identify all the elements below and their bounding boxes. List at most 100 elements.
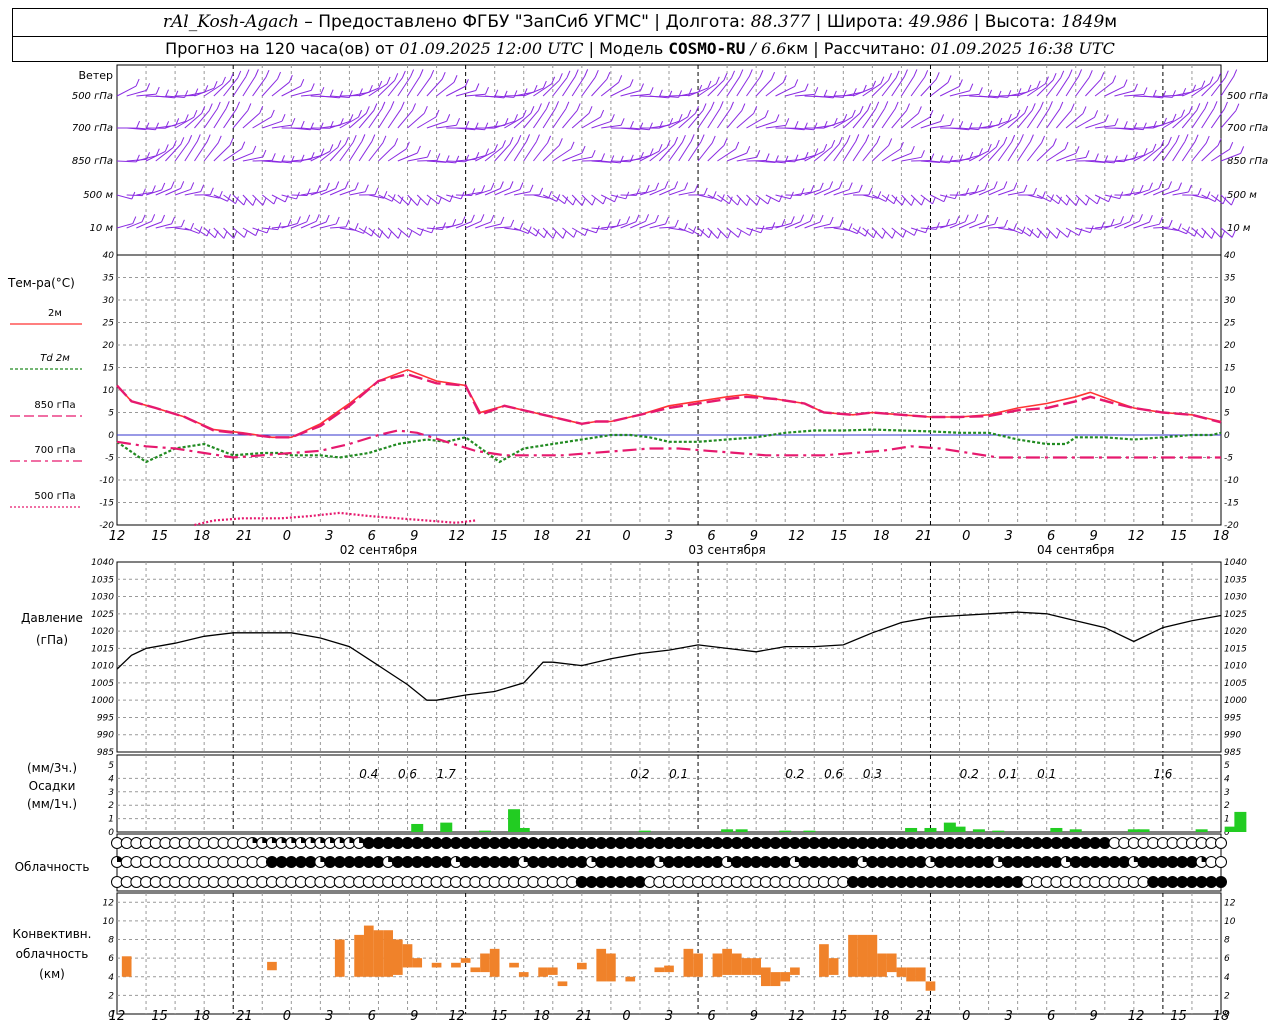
wind-barb-feather — [814, 148, 819, 156]
wind-barb-feather — [1056, 231, 1061, 239]
wind-barb-feather — [394, 138, 399, 146]
forecast-prefix: Прогноз на 120 часа(ов) от — [165, 39, 395, 58]
wind-barb-icon — [959, 87, 983, 97]
wind-barb-shaft — [717, 77, 732, 97]
wind-barb-feather — [855, 134, 860, 142]
wind-level-label: 500 гПа — [72, 91, 113, 102]
wind-barb-feather — [417, 198, 421, 206]
wind-barb-icon — [116, 120, 141, 129]
wind-barb-icon — [581, 194, 596, 206]
wind-barb-shaft — [165, 95, 185, 98]
wind-barb-shaft — [242, 156, 263, 162]
prec-ytick-right: 2 — [1224, 801, 1230, 811]
wind-barb-icon — [1017, 227, 1034, 237]
wind-barb-shaft — [765, 81, 784, 97]
wind-barb-shaft — [765, 225, 782, 229]
temp-ytick: 30 — [103, 296, 115, 306]
temp-ytick: 5 — [108, 409, 114, 419]
wind-barb-shaft — [194, 110, 210, 129]
wind-barb-shaft — [126, 127, 146, 131]
wind-barb-shaft — [232, 194, 245, 206]
wind-barb-feather — [471, 188, 476, 196]
wind-barb-icon — [1162, 223, 1182, 232]
wind-barb-shaft — [600, 194, 615, 203]
wind-barb-shaft — [746, 227, 762, 234]
wind-barb-feather — [800, 214, 805, 222]
conv-cloud-bar — [480, 953, 490, 973]
wind-barb-feather — [664, 181, 669, 189]
wind-barb-feather — [746, 198, 751, 206]
prec-unit-3h: (мм/3ч.) — [27, 761, 77, 775]
wind-barb-feather — [373, 103, 378, 111]
wind-barb-feather — [233, 231, 238, 239]
wind-barb-shaft — [649, 188, 666, 196]
wind-barb-icon — [233, 145, 257, 162]
wind-barb-feather — [1004, 219, 1009, 228]
wind-barb-icon — [310, 182, 330, 196]
wind-barb-icon — [755, 72, 776, 97]
wind-barb-icon — [881, 70, 900, 97]
wind-barb-feather — [300, 120, 305, 129]
wind-barb-icon — [339, 109, 362, 129]
hour-tick-label: 18 — [873, 529, 890, 544]
wind-barb-icon — [145, 182, 166, 196]
temp-series-2 — [116, 373, 1222, 439]
wind-barb-feather — [517, 135, 522, 143]
wind-barb-shaft — [833, 189, 850, 196]
cloud-cover-circle-icon — [343, 837, 356, 849]
wind-barb-feather — [494, 144, 498, 152]
wind-barb-shaft — [1220, 227, 1233, 238]
wind-barb-feather — [678, 114, 683, 122]
wind-barb-feather — [481, 185, 486, 193]
wind-barb-feather — [880, 76, 885, 84]
title-sep-1: | — [654, 12, 661, 32]
wind-barb-shaft — [281, 160, 302, 163]
wind-barb-feather — [536, 134, 540, 142]
wind-barb-shaft — [736, 76, 750, 97]
wind-barb-shaft — [843, 191, 860, 196]
pres-ytick: 1000 — [91, 696, 114, 706]
wind-barb-feather — [371, 134, 376, 142]
wind-barb-shaft — [542, 108, 556, 129]
precip-bar — [721, 829, 734, 832]
wind-barb-feather — [165, 89, 169, 97]
precip-bar — [1069, 829, 1082, 832]
pres-ytick: 995 — [97, 713, 114, 723]
wind-barb-feather — [235, 196, 239, 204]
wind-barb-feather — [645, 185, 650, 193]
wind-barb-feather — [1211, 231, 1216, 239]
wind-barb-feather — [690, 134, 695, 142]
wind-barb-shaft — [484, 188, 501, 196]
wind-barb-feather — [1052, 72, 1057, 81]
wind-barb-shaft — [794, 127, 815, 131]
wind-barb-shaft — [988, 226, 1005, 229]
wind-barb-icon — [988, 219, 1009, 229]
wind-barb-shaft — [726, 76, 741, 97]
wind-barb-shaft — [959, 93, 980, 97]
wind-barb-feather — [1148, 214, 1153, 223]
wind-barb-icon — [562, 145, 586, 162]
wind-barb-icon — [930, 194, 948, 203]
wind-barb-feather — [180, 181, 185, 189]
wind-barb-feather — [935, 222, 940, 230]
wind-barb-icon — [823, 113, 848, 129]
wind-barb-shaft — [378, 194, 393, 202]
hour-tick-label: 12 — [788, 529, 805, 544]
pres-ytick-right: 1040 — [1224, 558, 1247, 568]
wind-barb-shaft — [881, 108, 896, 129]
wind-barb-icon — [794, 184, 815, 196]
wind-barb-icon — [852, 134, 870, 162]
wind-barb-shaft — [552, 148, 572, 162]
wind-barb-shaft — [165, 187, 181, 196]
wind-barb-icon — [910, 110, 934, 129]
wind-barb-feather — [500, 216, 505, 225]
wind-barb-shaft — [494, 95, 514, 98]
wind-barb-feather — [1194, 229, 1199, 237]
wind-barb-shaft — [407, 156, 428, 162]
wind-barb-shaft — [252, 194, 264, 206]
pres-ytick: 1020 — [91, 627, 114, 637]
pres-ytick: 1040 — [91, 558, 114, 568]
wind-barb-icon — [843, 84, 867, 97]
wind-barb-feather — [741, 103, 746, 111]
wind-barb-icon — [387, 141, 410, 162]
